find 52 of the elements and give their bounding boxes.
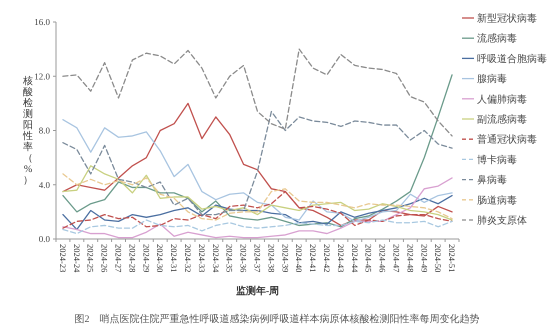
x-tick-label: 2024-35 — [224, 244, 235, 272]
text: 核酸检测阳性率（%） — [23, 76, 33, 186]
x-tick-label: 2024-37 — [252, 244, 262, 272]
x-tick-label: 2024-47 — [391, 244, 402, 272]
legend-label: 呼吸道合胞病毒 — [477, 52, 547, 65]
legend-label: 流感病毒 — [477, 32, 517, 45]
legend-label: 鼻病毒 — [477, 174, 507, 186]
x-tick-label: 2024-49 — [419, 244, 430, 272]
x-tick-label: 2024-26 — [100, 244, 110, 272]
x-tick-label: 2024-50 — [433, 244, 444, 272]
x-tick-label: 2024-28 — [127, 244, 138, 272]
x-tick-label: 2024-33 — [196, 244, 207, 272]
y-tick-label: 16.0 — [34, 17, 50, 27]
y-tick-label: 4.0 — [38, 180, 50, 190]
x-tick-label: 2024-23 — [58, 244, 68, 272]
x-tick-label: 2024-45 — [364, 244, 374, 272]
line-series — [62, 74, 453, 228]
legend-label: 人偏肺病毒 — [477, 93, 527, 106]
x-tick-label: 2024-29 — [141, 244, 152, 272]
y-tick-label: 0.0 — [38, 234, 50, 244]
x-tick-label: 2024-46 — [378, 244, 388, 272]
legend-label: 新型冠状病毒 — [477, 12, 537, 24]
x-tick-label: 2024-40 — [294, 244, 304, 272]
y-tick-label: 12.0 — [34, 71, 50, 82]
legend-label: 腺病毒 — [477, 73, 507, 86]
line-series — [62, 177, 453, 238]
x-tick-label: 2024-24 — [72, 244, 82, 274]
x-tick-label: 2024-27 — [114, 244, 124, 272]
legend-label: 肠道病毒 — [477, 194, 517, 206]
y-tick-label: 8.0 — [38, 126, 50, 136]
text: 图2 哨点医院住院严重急性呼吸道感染病例呼吸道样本病原体核酸检测阳性率每周变化趋势 — [74, 313, 480, 325]
x-tick-label: 2024-43 — [336, 244, 346, 272]
legend-label: 博卡病毒 — [477, 154, 517, 166]
legend-label: 普通冠状病毒 — [477, 134, 537, 146]
x-tick-label: 2024-34 — [210, 244, 221, 274]
x-tick-label: 2024-30 — [155, 244, 166, 272]
x-tick-label: 2024-31 — [169, 244, 180, 272]
legend-label: 副流感病毒 — [477, 114, 527, 126]
x-tick-label: 2024-32 — [183, 244, 194, 272]
line-series — [62, 48, 453, 137]
x-tick-label: 2024-42 — [322, 244, 332, 272]
x-tick-label: 2024-41 — [308, 244, 318, 272]
x-axis-title: 监测年-周 — [236, 285, 280, 297]
x-tick-label: 2024-38 — [266, 244, 276, 272]
x-tick-label: 2024-25 — [86, 244, 96, 272]
legend-label: 肺炎支原体 — [477, 214, 527, 226]
x-tick-label: 2024-39 — [280, 244, 290, 272]
x-tick-label: 2024-36 — [238, 244, 249, 272]
x-tick-label: 2024-51 — [447, 244, 458, 272]
line-series — [62, 102, 453, 226]
x-tick-label: 2024-48 — [405, 244, 416, 272]
x-tick-label: 2024-44 — [350, 244, 360, 274]
